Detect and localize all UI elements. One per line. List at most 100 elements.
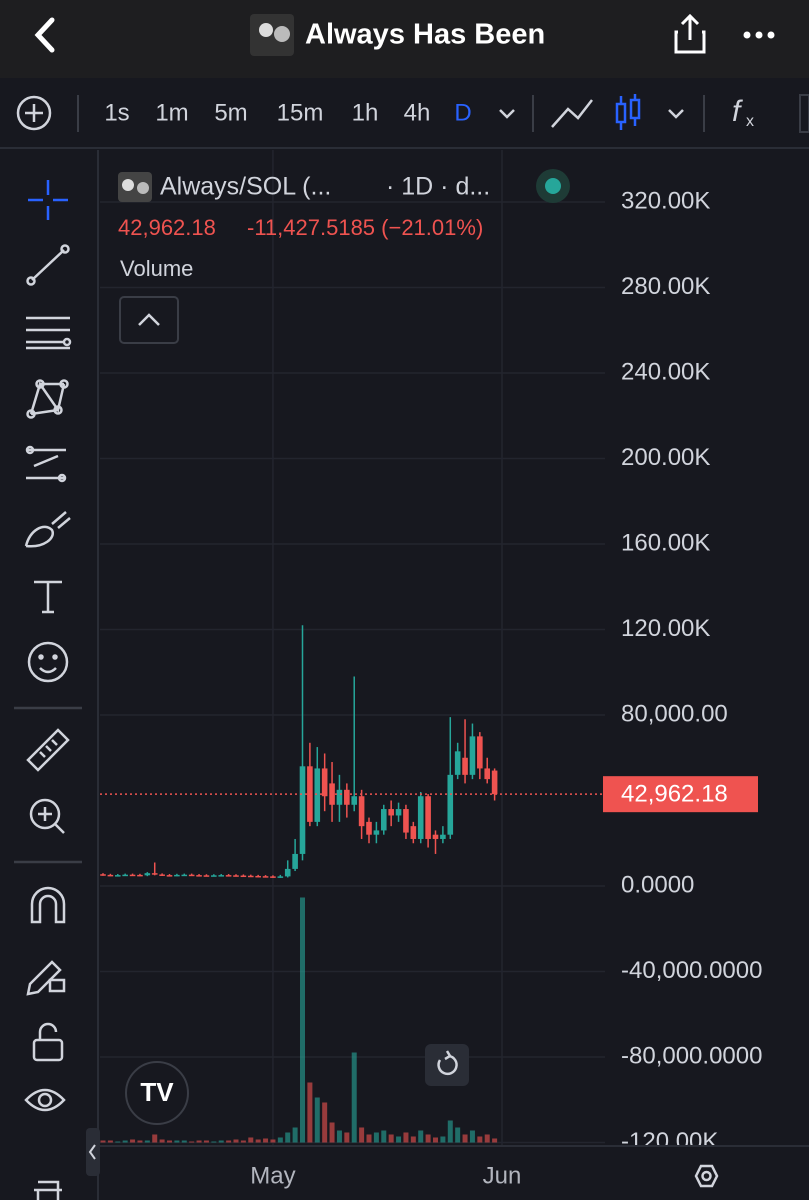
volume-bar [100, 1140, 106, 1143]
y-tick-label: 320.00K [621, 187, 710, 214]
symbol-interval: · 1D · d... [386, 173, 490, 201]
y-tick-label: 80,000.00 [621, 700, 728, 727]
toolbar-collapse[interactable] [86, 1128, 100, 1176]
volume-bar [403, 1132, 409, 1143]
toolbar [0, 78, 809, 148]
volume-bar [226, 1140, 232, 1143]
price-tag: 42,962.18 [100, 776, 758, 813]
candle-body [380, 809, 387, 831]
candle-body [336, 789, 343, 805]
ruler-tool[interactable] [26, 728, 70, 772]
interval-button[interactable]: 1h [352, 99, 379, 126]
chart-type-dropdown[interactable] [668, 109, 684, 119]
candle-body [410, 826, 417, 839]
candle-body [240, 875, 247, 878]
y-tick-label: 120.00K [621, 615, 710, 642]
more-tools[interactable] [799, 94, 809, 133]
more-button[interactable] [743, 31, 775, 39]
volume-bar [351, 1052, 357, 1143]
volume-bar [263, 1138, 269, 1143]
candle-body [403, 809, 409, 833]
lock-tool[interactable] [32, 1022, 64, 1062]
candle-body [196, 875, 202, 877]
back-button[interactable] [34, 17, 55, 53]
interval-button[interactable]: 4h [404, 99, 431, 126]
candle-body [137, 874, 143, 877]
visibility-tool[interactable] [24, 1088, 66, 1112]
line-chart-button[interactable] [551, 99, 593, 128]
lock-drawing-tool[interactable] [26, 960, 66, 996]
candle-body [314, 768, 321, 822]
magnet-tool[interactable] [30, 886, 66, 924]
reset-chart-button[interactable] [425, 1044, 469, 1086]
candle-body [344, 789, 350, 805]
share-button[interactable] [674, 13, 706, 54]
pattern-tool[interactable] [26, 379, 69, 419]
zoom-tool[interactable] [29, 798, 65, 834]
volume-bar [181, 1140, 187, 1143]
logo-glyph: TV [140, 1077, 174, 1107]
reset-icon[interactable] [437, 1050, 458, 1076]
candle-body [373, 830, 380, 835]
interval-button[interactable]: 1m [155, 99, 188, 126]
interval-button[interactable]: 15m [277, 99, 324, 126]
brush-tool[interactable] [24, 511, 71, 548]
interval-group: 1s 1m 5m 15m 1h 4h D [104, 99, 471, 126]
tradingview-logo[interactable] [125, 1061, 189, 1125]
candle-body [166, 875, 173, 877]
indicators-button[interactable]: f [732, 95, 743, 128]
x-tick-label: May [250, 1162, 295, 1189]
volume-bar [336, 1130, 342, 1143]
x-tick-label: Jun [483, 1162, 522, 1189]
trend-line-tool[interactable] [26, 244, 70, 286]
grid [100, 150, 605, 1146]
volume-bar [440, 1136, 446, 1143]
collapse-legend[interactable] [119, 296, 179, 344]
crosshair-tool[interactable] [28, 180, 68, 220]
volume-bar [122, 1140, 128, 1143]
volume-bar [381, 1130, 387, 1143]
candle-chart-button[interactable] [615, 94, 641, 130]
fib-tool[interactable] [26, 316, 72, 350]
volume-bar [292, 1127, 298, 1143]
interval-button[interactable]: 1s [104, 99, 129, 126]
collapse-arrow[interactable] [138, 313, 160, 326]
prediction-tool[interactable] [25, 445, 67, 483]
y-tick-label: -80,000.0000 [621, 1042, 762, 1069]
symbol-name: Always/SOL (... [160, 173, 331, 201]
interval-button[interactable]: D [454, 99, 471, 126]
settings-button[interactable] [694, 1164, 719, 1188]
candle-body [188, 874, 195, 877]
volume-bar [144, 1140, 150, 1143]
candle-body [181, 874, 188, 877]
candle-body [129, 874, 136, 877]
volume-bar [137, 1140, 143, 1143]
delete-tool[interactable] [34, 1180, 62, 1200]
volume-bar [433, 1137, 438, 1143]
toolbar-collapse-arrow[interactable] [88, 1144, 96, 1160]
add-button[interactable] [16, 95, 52, 131]
candle-body [247, 875, 254, 878]
time-axis [100, 1146, 809, 1200]
indicators-button-sub[interactable]: x [746, 113, 754, 130]
emoji-tool[interactable] [27, 641, 69, 683]
volume-bar [322, 1102, 328, 1143]
interval-button[interactable]: 5m [214, 99, 247, 126]
price-axis: -120.00K-80,000.0000-40,000.00000.000080… [621, 187, 762, 1155]
candle-body [299, 766, 306, 854]
candles [100, 625, 498, 878]
candle-body [122, 874, 128, 877]
candle-body [469, 736, 476, 775]
candle-body [159, 874, 165, 876]
interval-dropdown[interactable] [499, 109, 515, 119]
candle-body [100, 874, 106, 876]
candle-body [292, 853, 298, 869]
text-tool[interactable] [34, 580, 62, 614]
candle-body [218, 875, 225, 877]
candle-body [395, 809, 402, 816]
candle-body [440, 834, 446, 839]
avatar [250, 14, 294, 56]
volume-bar [174, 1140, 180, 1143]
